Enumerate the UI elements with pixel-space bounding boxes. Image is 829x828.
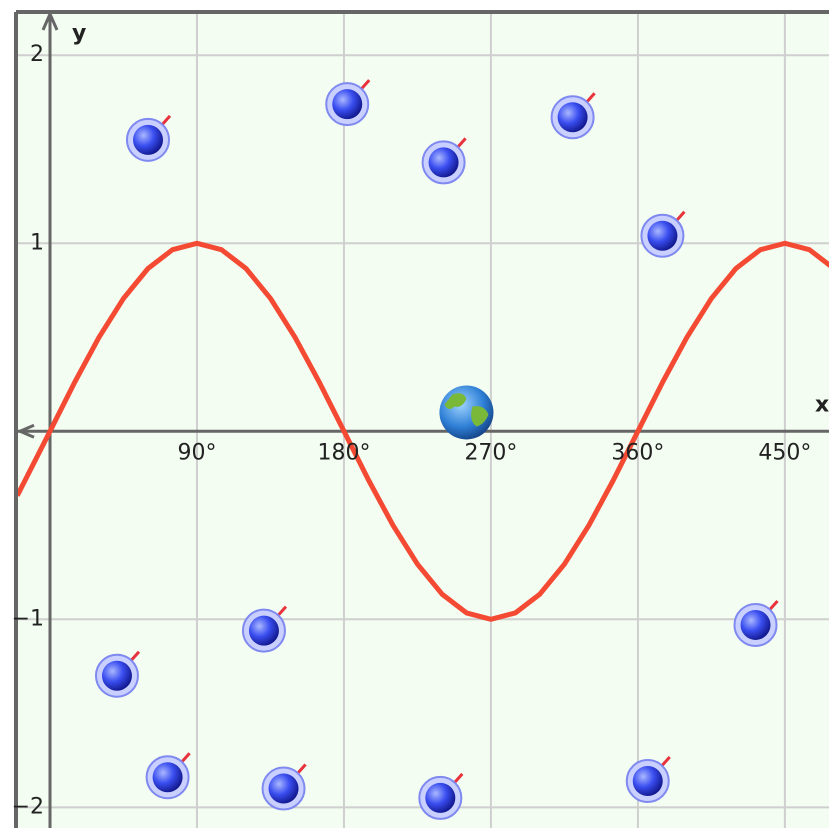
earth <box>439 385 493 439</box>
x-tick-label: 90° <box>177 440 216 465</box>
y-tick-label: −2 <box>12 794 44 819</box>
asteroid-body <box>269 774 299 804</box>
chart: y x 90° 180° 270° 360° 450° −2 −1 1 2 <box>0 0 829 828</box>
asteroid-body <box>633 766 663 796</box>
y-tick-label: −1 <box>12 606 44 631</box>
x-tick-label: 270° <box>464 440 517 465</box>
x-tick-label: 180° <box>317 440 370 465</box>
x-tick-label: 450° <box>758 440 811 465</box>
asteroid-body <box>249 616 279 646</box>
asteroid-body <box>133 125 163 155</box>
asteroid-body <box>558 102 588 132</box>
y-tick-label: 2 <box>30 42 44 67</box>
y-tick-label: 1 <box>30 230 44 255</box>
asteroid-body <box>153 762 183 792</box>
asteroid-body <box>425 783 455 813</box>
asteroid-body <box>741 610 771 640</box>
asteroid-body <box>332 89 362 119</box>
axis-label: x <box>815 392 829 417</box>
asteroid-body <box>647 221 677 251</box>
asteroid-body <box>429 147 459 177</box>
asteroid-body <box>102 661 132 691</box>
axis-label: y <box>72 21 86 46</box>
x-tick-label: 360° <box>611 440 664 465</box>
